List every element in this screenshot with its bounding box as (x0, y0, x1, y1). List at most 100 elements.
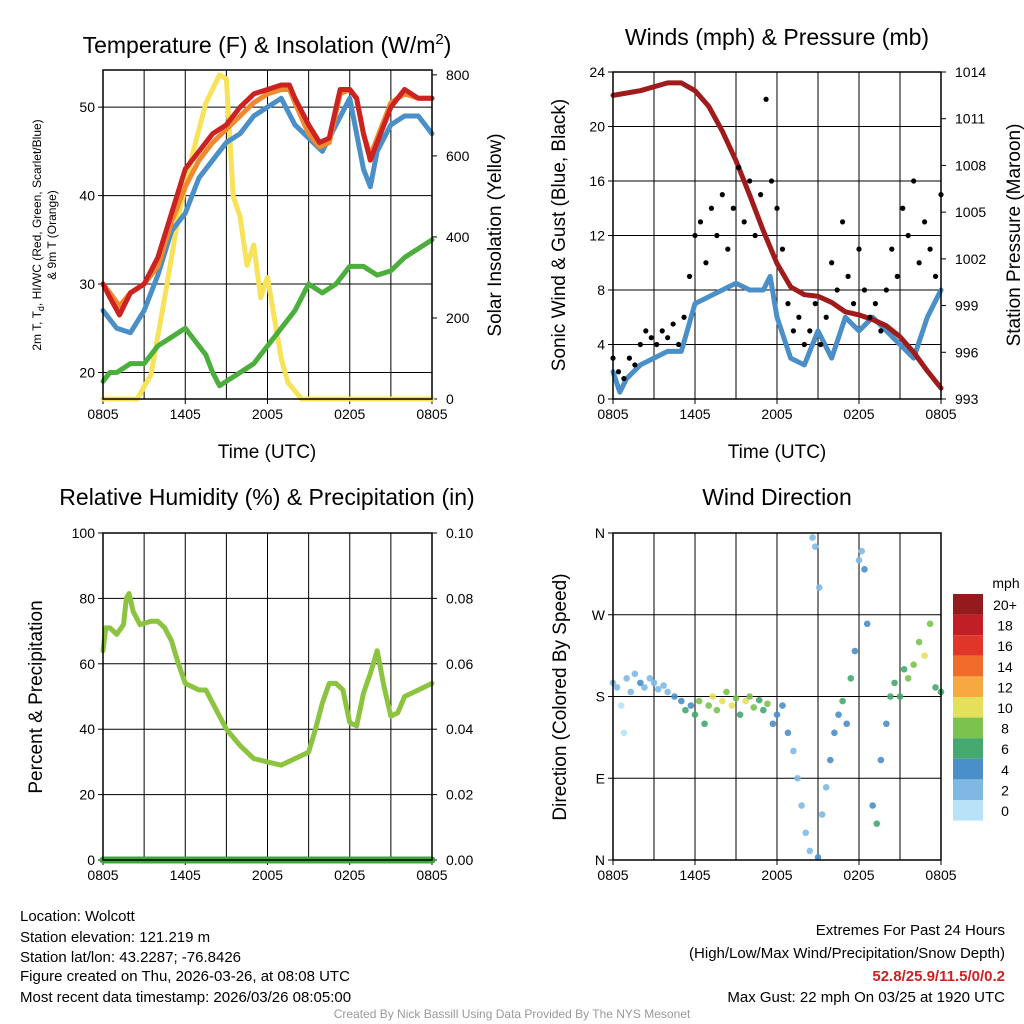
gust-point (615, 369, 622, 375)
y2-tick-label: 1005 (955, 204, 986, 220)
gust-point (850, 301, 857, 307)
wind-direction-point (664, 688, 671, 696)
gust-point (922, 219, 928, 225)
y-tick-label: 30 (79, 276, 95, 292)
wind-direction-point (858, 547, 866, 555)
legend-label: 18 (997, 618, 1013, 634)
solar-insolation-line (100, 72, 435, 402)
extremes-values: 52.8/25.9/11.5/0/0.2 (872, 968, 1005, 985)
wind-direction-point (863, 620, 871, 628)
y-tick-label: 20 (79, 787, 95, 803)
wind-direction-point (839, 697, 846, 705)
gust-point (834, 287, 840, 293)
gust-point (867, 314, 873, 320)
gust-point (626, 355, 633, 361)
wind-direction-point (843, 720, 850, 728)
footer-location: Location: Wolcott (20, 908, 136, 925)
winds-x-label: Time (UTC) (728, 442, 827, 463)
y2-tick-label: 1011 (955, 111, 985, 127)
y2-tick-label: 0.10 (446, 525, 473, 541)
wind-direction-point (887, 693, 894, 700)
wind-direction-point (769, 720, 777, 728)
x-tick-label: 2005 (252, 406, 283, 422)
wind-direction-point (851, 647, 859, 655)
pressure-y2-label: Station Pressure (Maroon) (1004, 124, 1024, 347)
wind-direction-y-label: Direction (Colored By Speed) (550, 573, 571, 820)
temperature-y-label-line2: & 9m T (Orange) (45, 190, 59, 280)
y-tick-label: 80 (79, 590, 95, 606)
wind-direction-point (705, 702, 712, 709)
legend-swatch (953, 800, 983, 821)
x-tick-label: 0805 (925, 406, 956, 422)
wind-direction-point (755, 696, 763, 704)
x-tick-label: 2005 (761, 867, 792, 883)
y2-tick-label: 999 (955, 298, 979, 314)
y2-tick-label: 0.02 (446, 787, 473, 803)
y2-tick-label: 1002 (955, 251, 986, 267)
y2-tick-label: 200 (446, 310, 470, 326)
gust-point (856, 246, 862, 252)
gust-point (665, 335, 671, 341)
y2-tick-label: 996 (955, 344, 979, 360)
y2-tick-label: 0.00 (446, 852, 473, 868)
legend-swatch (953, 655, 983, 677)
y2-tick-label: 1014 (955, 64, 986, 80)
x-tick-label: 2005 (252, 867, 283, 883)
winds-chart-title: Winds (mph) & Pressure (mb) (625, 24, 929, 50)
legend-label: 4 (1001, 762, 1009, 778)
plot-frame (612, 532, 942, 861)
wind-direction-point (671, 693, 678, 700)
wind-direction-point (760, 706, 767, 714)
y-tick-label: 40 (79, 188, 95, 204)
x-tick-label: 0205 (334, 406, 365, 422)
wind-direction-point (827, 756, 834, 764)
footer-elevation: Station elevation: 121.219 m (20, 929, 210, 946)
wind-direction-point (701, 720, 708, 728)
wind-direction-point (637, 679, 644, 687)
gust-point (659, 328, 665, 334)
y2-tick-label: 1008 (955, 157, 986, 173)
wind-direction-point (831, 729, 838, 737)
wind-direction-point (861, 566, 868, 573)
wind-direction-point (932, 684, 939, 691)
y-tick-label: 20 (79, 364, 95, 380)
gust-point (637, 341, 643, 348)
legend-label: 6 (1001, 741, 1009, 757)
x-tick-label: 0805 (597, 867, 628, 883)
legend-swatch (953, 614, 983, 636)
gust-point (763, 96, 769, 102)
gust-point (812, 301, 818, 307)
x-tick-label: 0805 (87, 867, 118, 883)
gust-point (790, 328, 797, 334)
wind-direction-point (896, 693, 904, 700)
x-tick-label: 0805 (416, 867, 447, 883)
y2-tick-label: 0 (446, 391, 454, 407)
gust-point (878, 328, 884, 334)
y2-tick-label: 0.08 (446, 590, 473, 606)
wind-direction-point (811, 543, 819, 550)
wind-direction-point (613, 684, 621, 691)
humidity-chart-title: Relative Humidity (%) & Precipitation (i… (59, 484, 474, 510)
wind-direction-point (802, 829, 809, 837)
x-tick-label: 0805 (416, 406, 447, 422)
gust-point (752, 232, 758, 239)
gust-point (774, 205, 780, 211)
legend-swatch (953, 758, 983, 780)
wind-direction-point (695, 697, 703, 705)
gust-point (714, 232, 720, 239)
x-tick-label: 1405 (170, 406, 201, 422)
x-tick-label: 0205 (843, 406, 874, 422)
gust-point (818, 341, 824, 348)
wind-direction-point (709, 693, 717, 700)
gust-point (632, 362, 638, 368)
y-tick-label: 50 (79, 99, 95, 115)
wind-direction-point (728, 702, 736, 709)
winds-y-label: Sonic Wind & Gust (Blue, Black) (549, 99, 570, 371)
wind-direction-point (719, 697, 726, 705)
y-tick-label: 20 (589, 119, 605, 135)
gust-point (719, 192, 725, 198)
wind-direction-point (814, 853, 822, 861)
x-tick-label: 1405 (679, 867, 710, 883)
temperature-y-label: 2m T, Td, HI/WC (Red, Green, Scarlet/Blu… (30, 119, 46, 350)
